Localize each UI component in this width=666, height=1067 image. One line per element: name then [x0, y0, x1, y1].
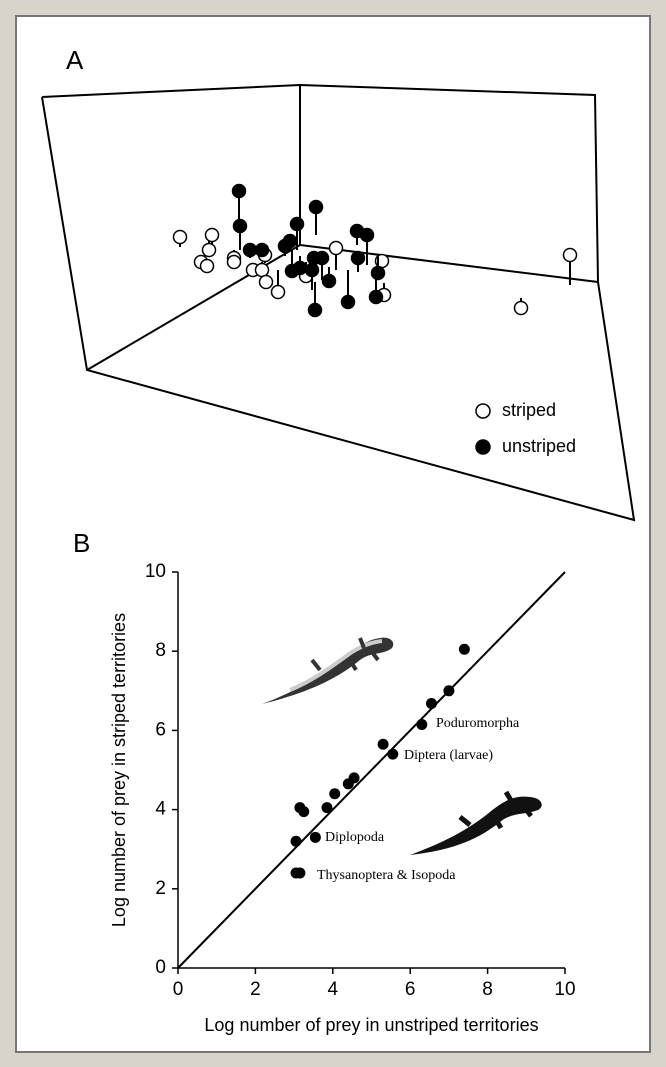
salamander-striped — [262, 637, 394, 704]
point — [304, 262, 320, 278]
point — [321, 802, 333, 814]
point — [377, 738, 389, 750]
point — [172, 229, 188, 245]
y-tick-label: 10 — [145, 561, 166, 582]
point — [226, 254, 242, 270]
point — [562, 247, 578, 263]
point — [204, 227, 220, 243]
panel-background — [15, 15, 651, 1053]
y-tick-label: 0 — [155, 957, 166, 978]
legend-label: striped — [502, 400, 556, 420]
x-tick-label: 6 — [405, 979, 416, 1000]
point — [307, 302, 323, 318]
point — [289, 216, 305, 232]
point — [258, 274, 274, 290]
point — [201, 242, 217, 258]
point — [199, 258, 215, 274]
annotation: Poduromorpha — [436, 716, 520, 731]
x-tick-label: 2 — [250, 979, 261, 1000]
x-tick-label: 4 — [328, 979, 339, 1000]
point — [294, 867, 306, 879]
panel-label: B — [73, 528, 90, 558]
reference-line — [177, 571, 566, 969]
point — [254, 262, 270, 278]
y-tick-label: 8 — [155, 640, 166, 661]
point — [329, 788, 341, 800]
point — [387, 748, 399, 760]
point — [321, 273, 337, 289]
point — [292, 260, 308, 276]
cube-edges — [41, 83, 636, 522]
annotation: Diptera (larvae) — [404, 748, 493, 763]
point — [458, 643, 470, 655]
point — [309, 831, 321, 843]
point — [314, 250, 330, 266]
legend-label: unstriped — [502, 436, 576, 456]
point — [425, 697, 437, 709]
salamander-unstriped — [410, 790, 542, 855]
point — [254, 242, 270, 258]
point — [359, 227, 375, 243]
y-tick-label: 2 — [155, 878, 166, 899]
x-tick-label: 10 — [554, 979, 575, 1000]
point — [282, 233, 298, 249]
point — [242, 242, 258, 258]
point — [328, 240, 344, 256]
x-tick-label: 8 — [482, 979, 493, 1000]
y-tick-label: 4 — [155, 799, 166, 820]
legend-marker — [475, 403, 491, 419]
legend-marker — [475, 439, 491, 455]
point — [290, 835, 302, 847]
point — [294, 802, 306, 814]
x-axis-label: Log number of prey in unstriped territor… — [204, 1015, 538, 1035]
point — [232, 218, 248, 234]
point — [416, 718, 428, 730]
point — [342, 778, 354, 790]
point — [340, 294, 356, 310]
point — [308, 199, 324, 215]
point — [513, 300, 529, 316]
panel-label: A — [66, 45, 84, 75]
point — [368, 289, 384, 305]
point — [370, 265, 386, 281]
cube-edge — [299, 244, 599, 283]
point — [231, 183, 247, 199]
y-axis-label: Log number of prey in striped territorie… — [109, 613, 129, 927]
y-tick-label: 6 — [155, 719, 166, 740]
point — [350, 250, 366, 266]
x-tick-label: 0 — [173, 979, 184, 1000]
point — [270, 284, 286, 300]
annotation: Diplopoda — [325, 830, 385, 845]
annotation: Thysanoptera & Isopoda — [317, 868, 456, 883]
point — [443, 685, 455, 697]
